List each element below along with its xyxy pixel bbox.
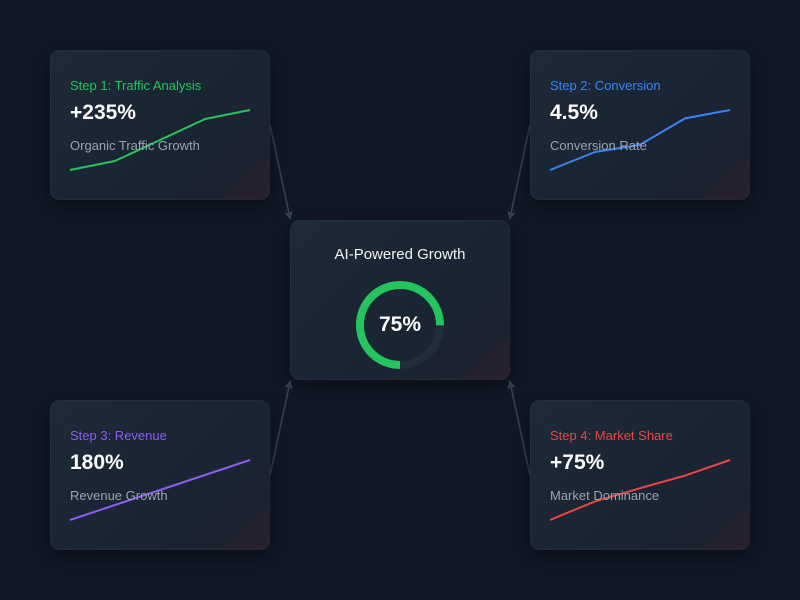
step-label: Step 2: Conversion [550,78,661,93]
step-caption: Organic Traffic Growth [70,138,200,153]
card-corner-accent [690,160,750,200]
step-card-conversion: Step 2: Conversion 4.5% Conversion Rate [530,50,750,200]
step-card-market-share: Step 4: Market Share +75% Market Dominan… [530,400,750,550]
step-value: +75% [550,451,605,474]
step-card-traffic-analysis: Step 1: Traffic Analysis +235% Organic T… [50,50,270,200]
step-label: Step 1: Traffic Analysis [70,78,202,93]
progress-ring-value: 75% [378,313,422,336]
step-caption: Market Dominance [550,488,660,503]
step-value: +235% [70,101,136,124]
step-caption: Revenue Growth [70,488,168,503]
arrow-step2-to-center [507,124,531,220]
arrow-step1-to-center [269,124,293,220]
center-card-ai-growth: AI-Powered Growth 75% [290,220,510,380]
progress-ring [356,281,444,369]
arrow-step3-to-center [269,380,293,476]
center-title: AI-Powered Growth [334,246,466,263]
step-caption: Conversion Rate [550,138,647,153]
step-value: 4.5% [550,101,598,124]
card-corner-accent [690,510,750,550]
step-card-revenue: Step 3: Revenue 180% Revenue Growth [50,400,270,550]
arrow-step4-to-center [507,380,531,476]
step-label: Step 4: Market Share [550,428,673,443]
progress-ring-fill [356,281,444,369]
step-label: Step 3: Revenue [70,428,167,443]
card-corner-accent [210,160,270,200]
card-corner-accent [210,510,270,550]
step-value: 180% [70,451,124,474]
card-corner-accent [450,340,510,380]
